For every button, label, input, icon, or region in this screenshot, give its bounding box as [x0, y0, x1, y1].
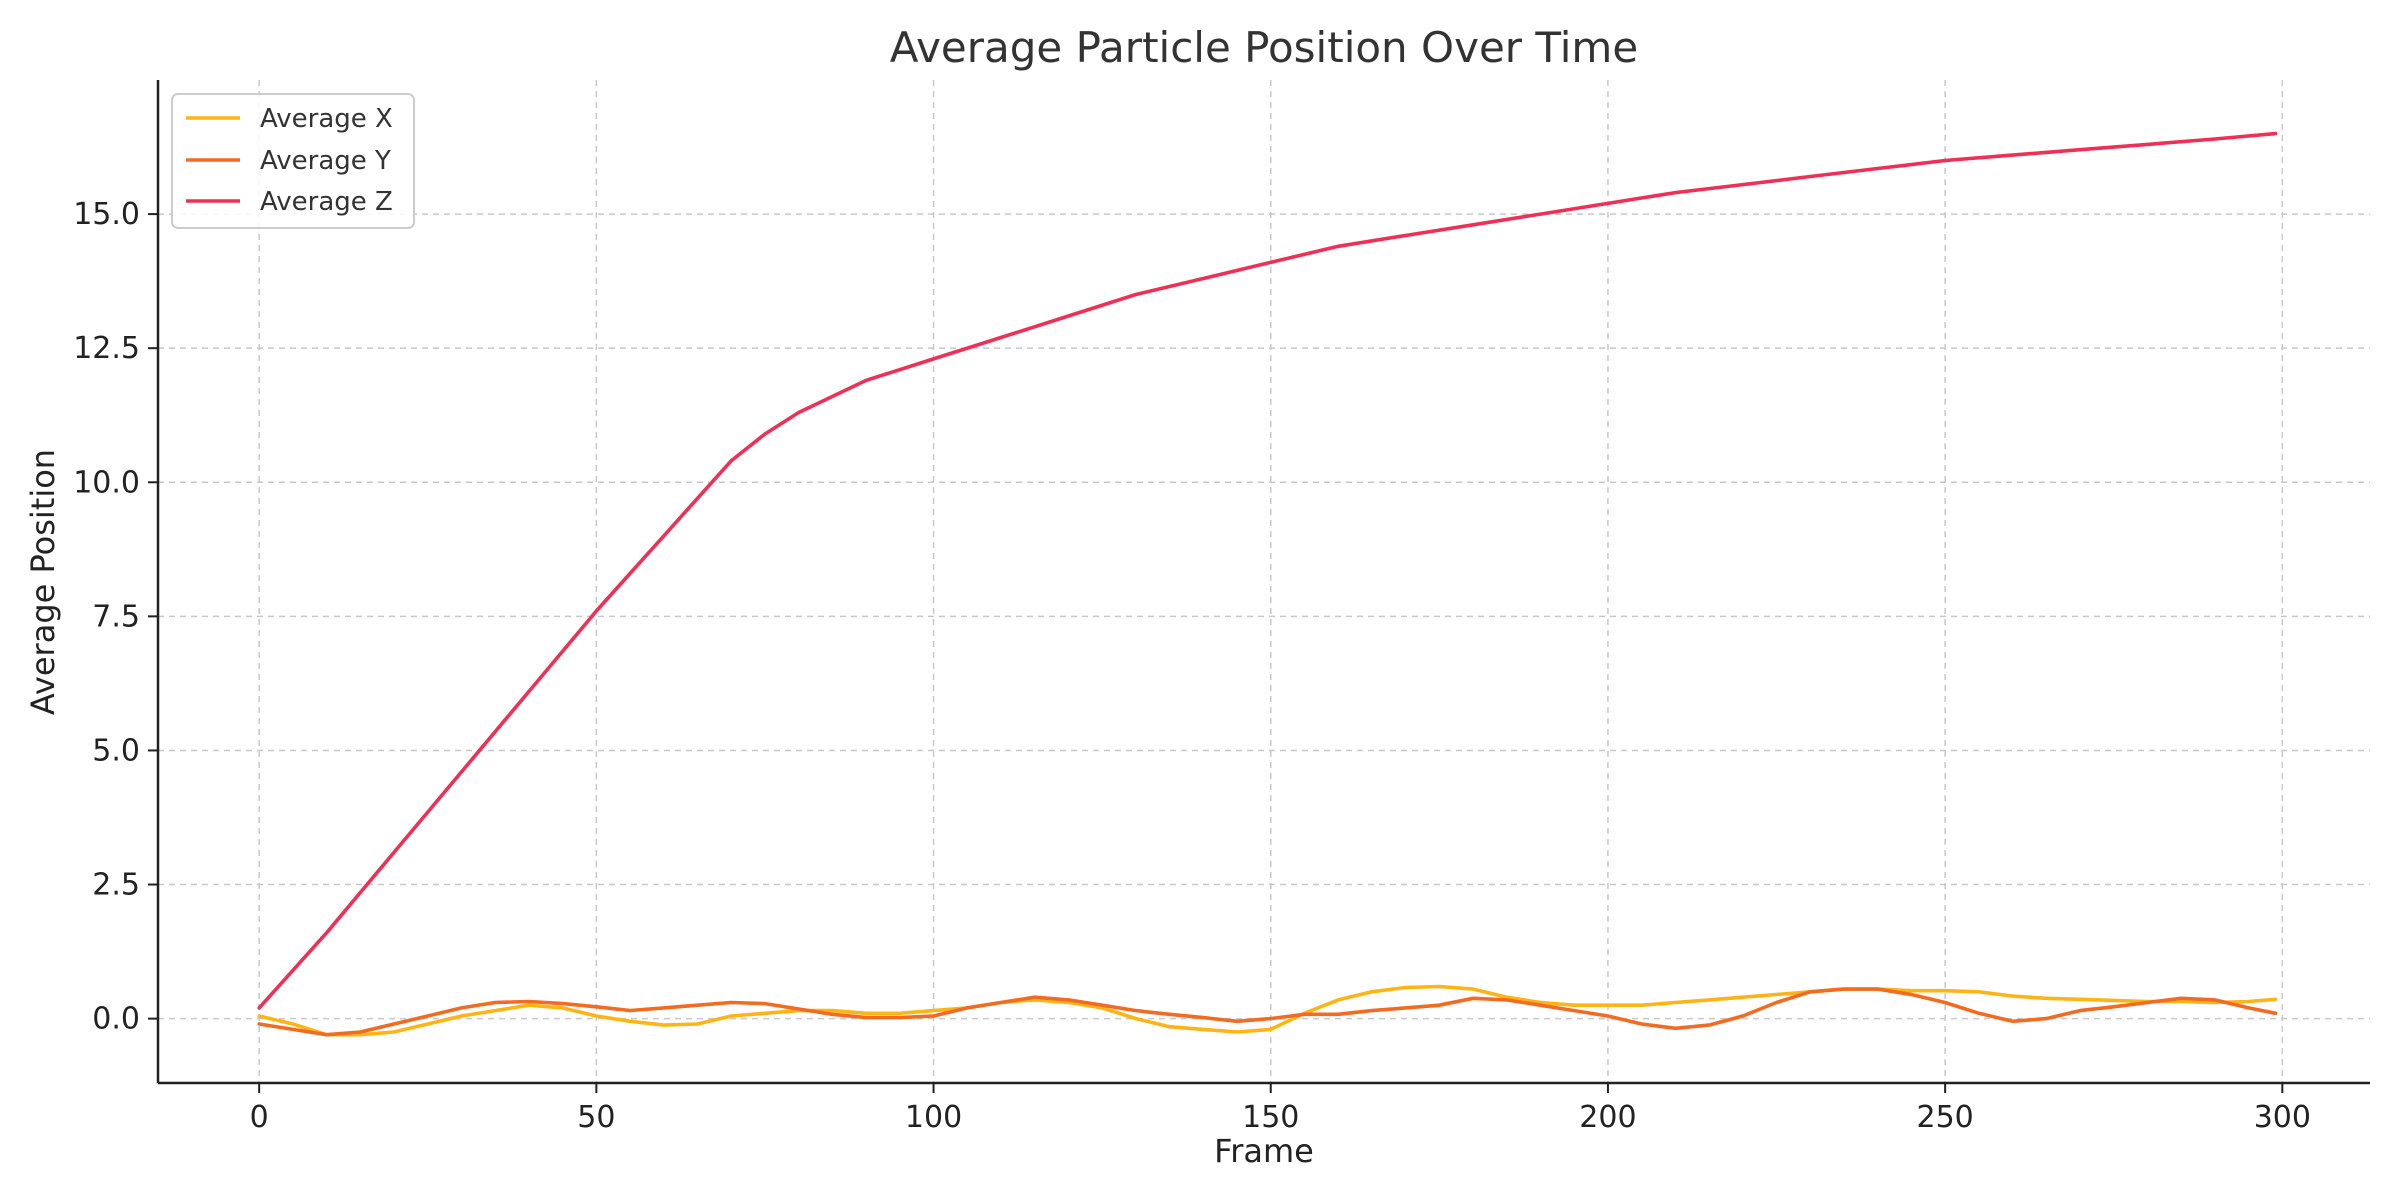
- legend-label-average-z: Average Z: [260, 187, 393, 217]
- y-tick-label: 5.0: [92, 733, 140, 768]
- x-tick-label: 250: [1917, 1100, 1974, 1135]
- series-line-average-y: [257, 987, 2278, 1037]
- legend-label-average-x: Average X: [260, 104, 393, 134]
- series-line-average-x: [257, 984, 2278, 1037]
- axes: [156, 80, 2370, 1085]
- legend-frame: [171, 93, 415, 229]
- series-line-average-z: [257, 131, 2278, 1010]
- ticks: 0 50 100 150 200 250 300 0.0 2.5 5.0 7.5 10.0 12.5 15…: [73, 197, 2311, 1135]
- legend-item-average-z: Average Z: [186, 187, 393, 217]
- legend-label-average-y: Average Y: [260, 146, 391, 176]
- x-tick-label: 100: [905, 1100, 962, 1135]
- series-lines: [257, 131, 2278, 1037]
- grid: [158, 80, 2370, 1083]
- y-tick-label: 2.5: [92, 868, 140, 903]
- legend-item-average-y: Average Y: [186, 146, 391, 176]
- y-axis-label: Average Position: [24, 449, 62, 715]
- x-tick-label: 0: [250, 1100, 269, 1135]
- legend: Average X Average Y Average Z: [171, 93, 415, 229]
- x-tick-label: 50: [577, 1100, 615, 1135]
- y-tick-label: 0.0: [92, 1002, 140, 1037]
- chart-title: Average Particle Position Over Time: [890, 23, 1638, 72]
- y-tick-label: 7.5: [92, 599, 140, 634]
- x-tick-label: 200: [1579, 1100, 1636, 1135]
- y-tick-label: 10.0: [73, 465, 140, 500]
- x-tick-label: 300: [2254, 1100, 2311, 1135]
- x-axis-label: Frame: [1214, 1132, 1314, 1170]
- legend-item-average-x: Average X: [186, 104, 393, 134]
- y-tick-label: 12.5: [73, 331, 140, 366]
- x-tick-label: 150: [1242, 1100, 1299, 1135]
- y-tick-label: 15.0: [73, 197, 140, 232]
